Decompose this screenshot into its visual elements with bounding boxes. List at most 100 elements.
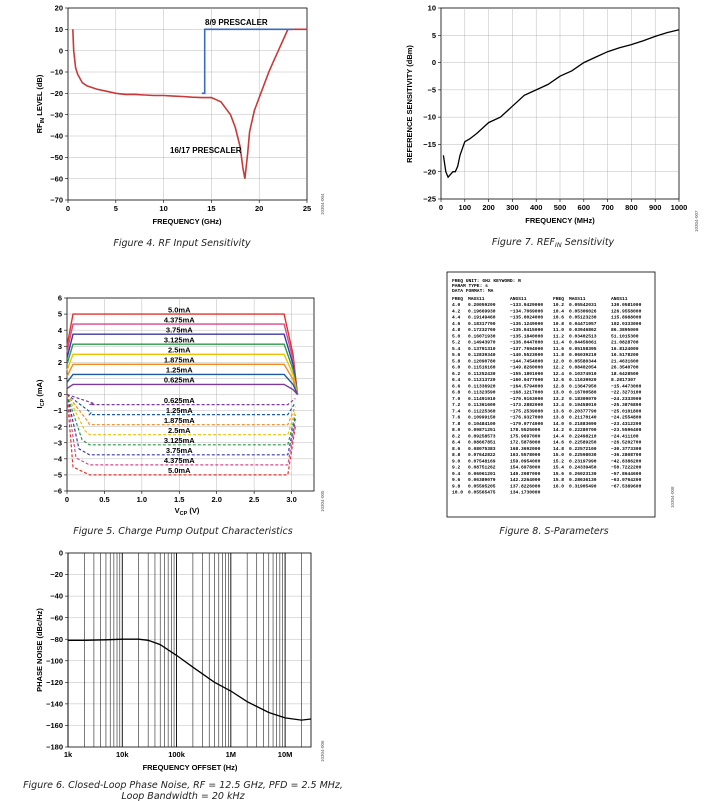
table-cell: 0.05306026 <box>569 308 597 314</box>
table-column-header: MAGS11 <box>468 296 485 302</box>
table-cell: 13.0 <box>553 390 564 396</box>
figure-id: 10304-007 <box>694 210 699 232</box>
table-column-header: FREQ <box>452 296 463 302</box>
x-tick-label: 2.0 <box>211 495 221 504</box>
table-cell: −170.9163000 <box>510 396 543 402</box>
series-label-negative: 0.625mA <box>164 396 195 405</box>
table-cell: 16.5178200 <box>611 352 639 358</box>
table-cell: −50.7222200 <box>611 465 642 471</box>
table-cell: 14.6 <box>553 440 564 446</box>
table-cell: 10.4 <box>553 308 564 314</box>
x-tick-label: 0 <box>66 204 70 213</box>
table-cell: 12.2 <box>553 365 564 371</box>
table-cell: 0.16071930 <box>468 333 496 339</box>
y-tick-label: −5 <box>427 85 436 94</box>
series-line-negative <box>66 394 296 436</box>
x-tick-label: 1k <box>64 750 73 759</box>
y-tick-label: −40 <box>50 592 63 601</box>
table-cell: 14.2 <box>553 427 564 433</box>
figure-id: 10304-004 <box>320 193 325 215</box>
series-line-phase-noise <box>68 638 312 721</box>
series-label-positive: 5.0mA <box>168 305 191 314</box>
series-line-negative <box>66 394 296 446</box>
y-tick-label: 0 <box>432 58 436 67</box>
table-cell: −25.3876800 <box>611 402 642 408</box>
table-cell: 5.6 <box>452 352 461 358</box>
y-tick-label: −180 <box>46 743 63 752</box>
table-cell: 4.4 <box>452 315 461 321</box>
table-cell: 8.0 <box>452 427 461 433</box>
table-cell: −176.9327000 <box>510 415 543 421</box>
table-header-line-2: PARAM TYPE: s <box>452 283 488 289</box>
table-cell: 16.0 <box>553 483 564 489</box>
table-cell: 0.05580344 <box>569 358 597 364</box>
table-cell: 11.4 <box>553 340 564 346</box>
table-cell: 0.06039219 <box>569 352 597 358</box>
table-cell: −67.5389600 <box>611 483 642 489</box>
table-cell: 9.6 <box>452 477 461 483</box>
series-line-negative <box>66 394 296 426</box>
table-cell: −149.8260000 <box>510 365 543 371</box>
figure-caption: Figure 7. REFIN Sensitivity <box>492 237 615 249</box>
series-line-negative <box>66 394 296 466</box>
table-cell: 0.11252430 <box>468 371 496 377</box>
table-cell: 163.5578000 <box>510 452 541 458</box>
table-cell: 8.6 <box>452 446 461 452</box>
y-tick-label: 2 <box>58 358 62 367</box>
table-cell: 5.8 <box>452 358 461 364</box>
y-tick-label: −4 <box>53 454 62 463</box>
table-cell: −42.8386200 <box>611 458 642 464</box>
table-cell: 10.6 <box>553 315 564 321</box>
y-axis-label: RFIN LEVEL (dB) <box>35 74 46 133</box>
table-cell: 0.04471957 <box>569 321 597 327</box>
table-cell: 8.2817307 <box>611 377 636 383</box>
y-tick-label: 4 <box>58 326 63 335</box>
table-cell: 0.08751262 <box>468 465 496 471</box>
table-cell: 126.9558000 <box>611 308 642 314</box>
x-tick-label: 300 <box>506 203 519 212</box>
y-axis-label: REFERENCE SENSITIVITY (dBm) <box>405 45 414 163</box>
table-cell: 134.1730000 <box>510 490 541 496</box>
table-cell: 15.0 <box>553 452 564 458</box>
table-cell: −24.411100 <box>611 433 639 439</box>
table-cell: 4.2 <box>452 308 461 314</box>
table-cell: 8.2 <box>452 433 461 439</box>
table-cell: 0.20059200 <box>468 302 496 308</box>
table-cell: 9.2 <box>452 465 461 471</box>
table-cell: 115.8988000 <box>611 315 642 321</box>
table-cell: −136.0447000 <box>510 340 543 346</box>
table-cell: 0.05158395 <box>569 346 597 352</box>
y-tick-label: 1 <box>58 374 62 383</box>
y-tick-label: −10 <box>50 68 63 77</box>
y-tick-label: −60 <box>50 613 63 622</box>
table-cell: 0.22589250 <box>569 440 597 446</box>
x-tick-label: 100 <box>459 203 472 212</box>
table-cell: 4.6 <box>452 321 461 327</box>
table-cell: −57.8644600 <box>611 471 642 477</box>
x-tick-label: 400 <box>530 203 543 212</box>
y-tick-label: −50 <box>50 153 63 162</box>
table-cell: 7.8 <box>452 421 461 427</box>
table-cell: 0.14943970 <box>468 340 496 346</box>
table-cell: 0.22598030 <box>569 452 597 458</box>
table-cell: 7.6 <box>452 415 461 421</box>
y-tick-label: −1 <box>53 406 62 415</box>
plot-frame <box>67 552 312 748</box>
x-tick-label: 3.0 <box>286 495 296 504</box>
table-cell: 142.2264000 <box>510 477 541 483</box>
table-cell: −168.1217000 <box>510 390 543 396</box>
table-cell: 0.07642822 <box>468 452 496 458</box>
table-cell: 9.8 <box>452 483 461 489</box>
series-line-8-9-prescaler <box>201 28 293 95</box>
figure-caption: Figure 8. S-Parameters <box>499 526 608 537</box>
table-cell: 4.8 <box>452 327 461 333</box>
table-cell: −164.5794000 <box>510 383 543 389</box>
table-cell: 6.6 <box>452 383 461 389</box>
table-cell: 8.4 <box>452 440 461 446</box>
x-tick-label: 5 <box>114 204 118 213</box>
y-tick-label: −5 <box>53 471 62 480</box>
y-tick-label: −3 <box>53 438 62 447</box>
x-tick-label: 0.5 <box>99 495 109 504</box>
x-axis-label: FREQUENCY (MHz) <box>525 216 595 225</box>
table-cell: 0.09871251 <box>468 427 496 433</box>
